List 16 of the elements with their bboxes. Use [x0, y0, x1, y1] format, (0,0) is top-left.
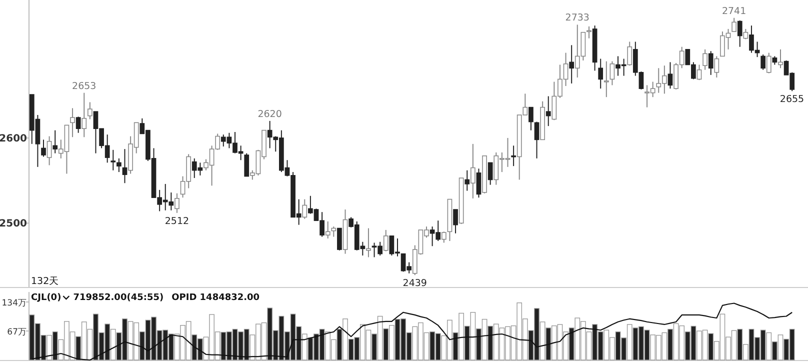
annotation: 2733 — [565, 12, 590, 24]
annotation: 132天 — [31, 276, 60, 287]
annotation: 2653 — [72, 80, 96, 92]
y-tick-label: 67万 — [7, 327, 27, 338]
annotation: OPID 1484832.00 — [172, 293, 260, 303]
y-tick-label: 2500 — [0, 218, 28, 230]
annotation: 2512 — [164, 216, 190, 227]
annotation: 719852.00(45:55) — [73, 293, 164, 303]
annotation: 2741 — [722, 6, 746, 17]
y-tick-label: 134万 — [2, 298, 27, 308]
annotation: 2620 — [258, 108, 282, 120]
annotation: 2439 — [402, 278, 427, 290]
annotation: CJL(0) — [31, 293, 62, 303]
line-series — [31, 302, 793, 361]
y-tick-label: 2600 — [0, 133, 28, 144]
annotation: 2655 — [780, 94, 804, 106]
